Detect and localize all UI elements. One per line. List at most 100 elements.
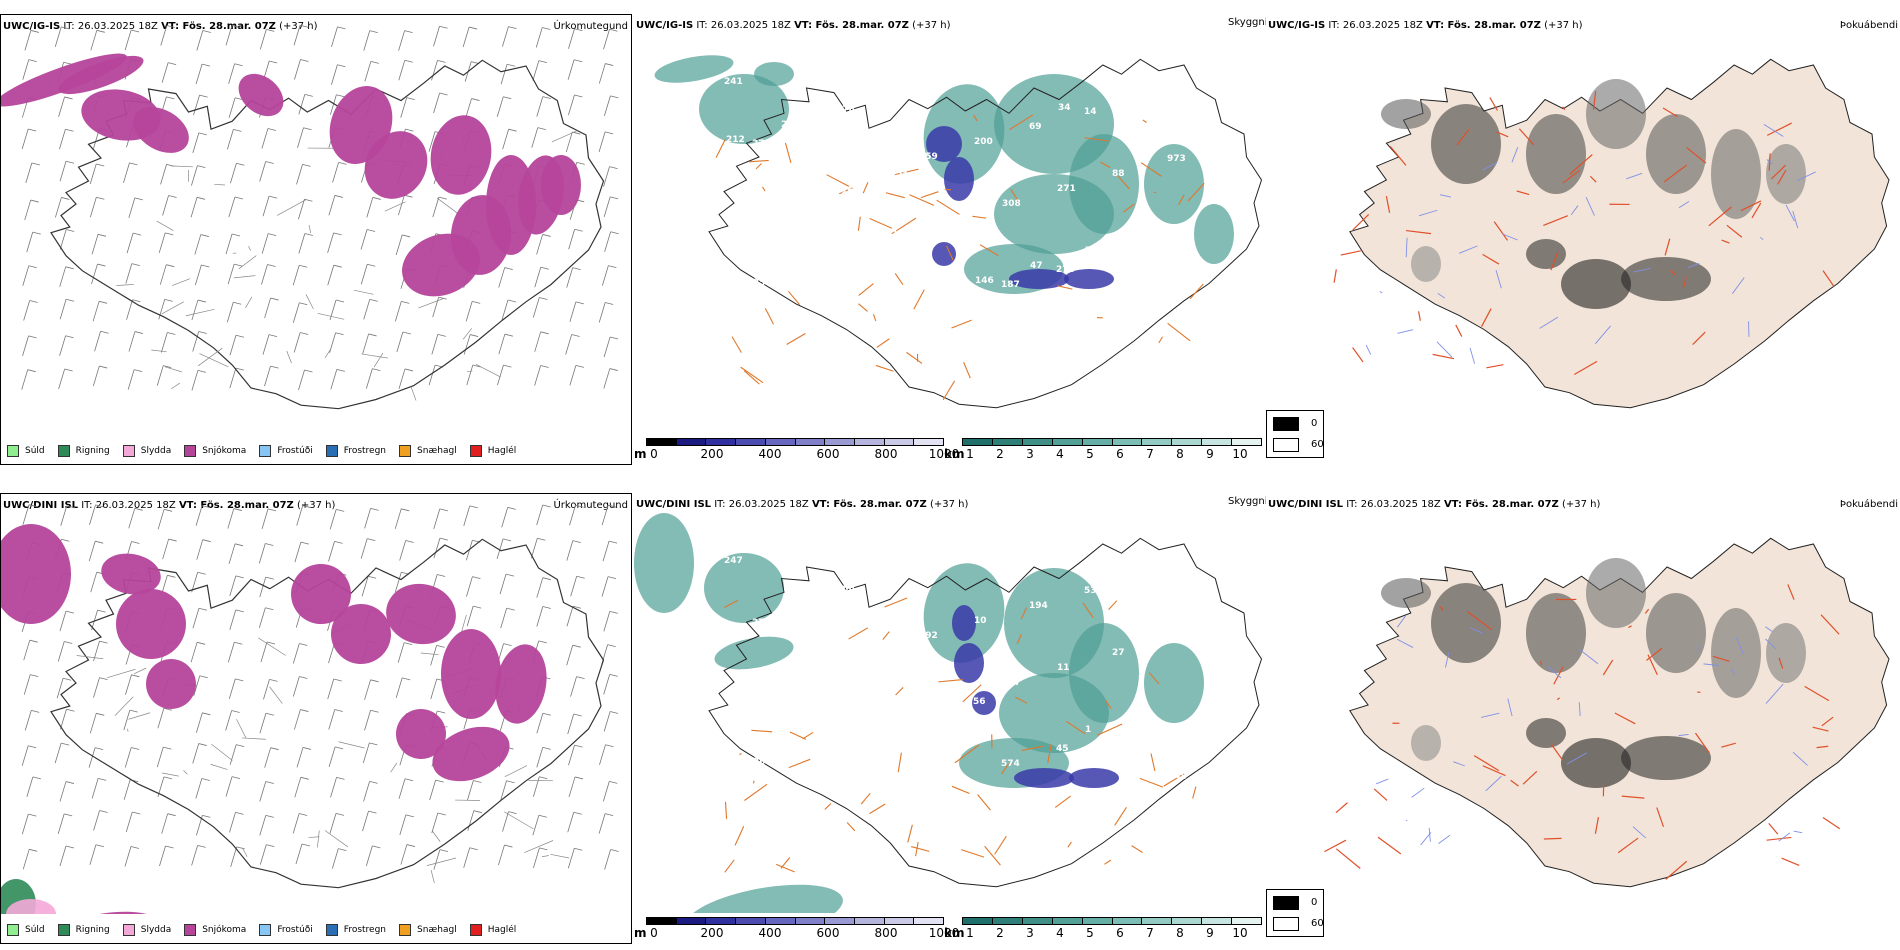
- wind-barb-flag: [538, 814, 547, 818]
- legend-item: Snjókoma: [184, 924, 246, 936]
- wind-barb: [293, 25, 301, 46]
- road-line: [1150, 753, 1156, 772]
- road-line: [962, 684, 982, 703]
- wind-barb: [327, 678, 335, 700]
- wind-barb: [191, 299, 199, 321]
- wind-barb-flag: [435, 779, 444, 783]
- wind-barb: [21, 814, 29, 835]
- wind-barb-flag: [234, 263, 243, 267]
- wind-barb-flag: [63, 677, 72, 681]
- wind-barb-flag: [438, 296, 447, 300]
- wind-barb: [227, 508, 235, 529]
- road-line: [1117, 175, 1130, 190]
- cloud-base-value-label: 51: [973, 218, 986, 228]
- road-line: [172, 278, 191, 286]
- wind-barb: [567, 713, 575, 735]
- wind-barb-flag: [97, 233, 107, 237]
- wind-barb-flag: [503, 643, 512, 647]
- wind-barb: [603, 611, 611, 632]
- road-line: [1418, 311, 1421, 321]
- wind-barb-flag: [95, 540, 104, 544]
- cloud-base-value-label: 27: [752, 139, 765, 149]
- cloud-base-value-label: 147: [1002, 678, 1021, 688]
- road-line: [946, 245, 954, 261]
- shaded-area: [1411, 725, 1441, 761]
- colorbar-tick: 2: [996, 926, 1004, 940]
- wind-barb: [259, 844, 267, 865]
- wind-barb-flag: [265, 576, 274, 580]
- road-line: [897, 752, 902, 773]
- cloud-base-value-label: 1: [1168, 293, 1174, 303]
- legend-swatch: [7, 924, 19, 936]
- wind-barb-flag: [28, 128, 37, 132]
- wind-barb-flag: [336, 509, 345, 512]
- wind-barb-flag: [99, 677, 108, 681]
- wind-barb-flag: [96, 29, 105, 33]
- shaded-area: [1586, 79, 1646, 149]
- road-line: [984, 845, 1001, 866]
- wind-barb-flag: [508, 811, 517, 815]
- wind-barb: [365, 368, 373, 389]
- road-line: [1084, 137, 1110, 142]
- wind-barb: [90, 572, 98, 593]
- legend-swatch: [399, 445, 412, 457]
- wind-barb: [59, 129, 66, 150]
- wind-barb-flag: [333, 264, 342, 268]
- fog-index-panel: UWC/IG-IS IT: 26.03.2025 18Z VT: Fös. 28…: [1266, 14, 1900, 465]
- wind-barb: [429, 779, 437, 801]
- wind-barb-flag: [337, 26, 346, 30]
- shaded-area: [1621, 736, 1711, 780]
- wind-barb: [536, 504, 544, 526]
- wind-barb-flag: [336, 776, 345, 780]
- road-line: [1131, 845, 1143, 854]
- road-line: [410, 386, 417, 401]
- shaded-area: [146, 659, 196, 709]
- road-line: [1016, 634, 1022, 645]
- road-line: [214, 183, 226, 186]
- shaded-area: [1526, 718, 1566, 748]
- wind-barb-flag: [472, 576, 481, 579]
- wind-barb: [433, 508, 441, 529]
- wind-barb-flag: [404, 30, 413, 34]
- river-line: [1469, 347, 1476, 364]
- wind-barb: [229, 335, 237, 356]
- wind-barb: [567, 848, 575, 869]
- wind-barb-flag: [406, 844, 415, 847]
- wind-barb-flag: [233, 129, 242, 132]
- road-line: [245, 296, 253, 309]
- panel-header: UWC/IG-IS IT: 26.03.2025 18Z VT: Fös. 28…: [1268, 20, 1583, 31]
- wind-barb-flag: [575, 504, 584, 508]
- wind-barb: [92, 301, 100, 322]
- cloud-base-value-label: 45: [1056, 744, 1069, 754]
- road-line: [973, 114, 978, 122]
- wind-barb-flag: [372, 845, 381, 849]
- cloud-base-value-label: 27: [752, 618, 765, 628]
- wind-barb: [399, 814, 407, 836]
- wind-barb: [94, 331, 101, 352]
- road-line: [942, 380, 956, 401]
- wind-barb: [294, 542, 302, 563]
- wind-barb-flag: [537, 127, 546, 131]
- wind-barb: [24, 30, 32, 51]
- wind-barb-flag: [168, 62, 177, 66]
- fog-scale-swatch: [1273, 417, 1299, 431]
- wind-barb: [225, 25, 233, 46]
- wind-barb-flag: [98, 300, 108, 304]
- wind-barb-flag: [370, 507, 379, 511]
- shaded-area: [1381, 99, 1431, 129]
- wind-barb: [328, 746, 336, 768]
- road-line: [1770, 164, 1787, 180]
- road-line: [739, 753, 742, 756]
- shaded-area: [331, 604, 391, 664]
- wind-barb: [502, 811, 509, 832]
- road-line: [1335, 802, 1348, 814]
- river-line: [1469, 627, 1484, 634]
- wind-barb-flag: [539, 776, 548, 780]
- wind-barb-flag: [607, 576, 617, 580]
- wind-barb: [225, 710, 233, 731]
- wind-barb-flag: [506, 63, 516, 67]
- cloud-base-value-label: 354: [753, 278, 772, 288]
- wind-barb-flag: [540, 266, 549, 270]
- wind-barb-flag: [301, 843, 311, 847]
- wind-barb: [264, 747, 272, 768]
